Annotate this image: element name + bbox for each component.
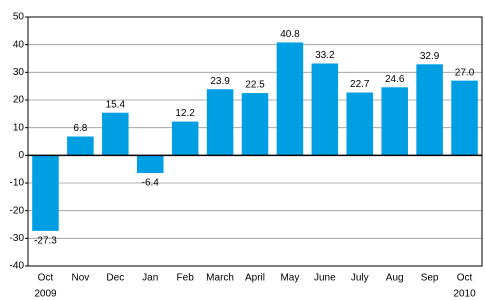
value-label: 24.6: [385, 74, 405, 85]
x-tick-label: April: [245, 273, 265, 284]
x-sublabel: 2009: [34, 289, 57, 300]
value-label: 27.0: [455, 67, 475, 78]
y-tick-label: -40: [10, 261, 25, 272]
bar: [136, 155, 164, 174]
y-tick-label: 50: [13, 12, 25, 23]
x-sublabel: 2010: [453, 289, 476, 300]
x-tick-label: July: [351, 273, 369, 284]
bar: [102, 112, 129, 156]
x-tick-label: Oct: [38, 273, 54, 284]
bar: [241, 93, 269, 156]
bar: [67, 136, 94, 156]
value-label: 23.9: [210, 76, 230, 87]
value-label: 22.7: [350, 79, 370, 90]
value-label: 6.8: [73, 123, 87, 134]
bar: [381, 87, 408, 156]
y-tick-label: 20: [13, 95, 25, 106]
value-label: 15.4: [106, 99, 126, 110]
value-label: 22.5: [245, 80, 265, 91]
bar: [171, 121, 199, 156]
bar: [276, 42, 304, 156]
y-tick-label: 40: [13, 39, 25, 50]
y-tick-label: 10: [13, 122, 25, 133]
x-tick-label: March: [206, 273, 234, 284]
x-tick-label: Dec: [106, 273, 124, 284]
y-tick-label: 30: [13, 67, 25, 78]
x-tick-label: Jan: [142, 273, 158, 284]
x-tick-label: June: [314, 273, 336, 284]
x-tick-label: May: [280, 273, 299, 284]
x-tick-label: Oct: [457, 273, 473, 284]
bar: [311, 63, 339, 156]
value-label: -6.4: [142, 178, 160, 189]
value-label: 12.2: [175, 108, 195, 119]
value-label: 40.8: [280, 29, 300, 40]
bar: [346, 92, 374, 156]
bar: [416, 64, 443, 156]
x-tick-label: Aug: [386, 273, 404, 284]
value-label: 33.2: [315, 50, 335, 61]
bar: [32, 155, 59, 231]
bar: [206, 89, 234, 156]
y-tick-label: -20: [10, 205, 25, 216]
y-tick-label: -10: [10, 178, 25, 189]
value-label: 32.9: [420, 51, 440, 62]
x-tick-label: Sep: [421, 273, 439, 284]
y-tick-label: -30: [10, 233, 25, 244]
bar: [451, 80, 478, 156]
y-tick-label: 0: [18, 150, 24, 161]
value-label: -27.3: [34, 236, 57, 247]
plot-frame: [27, 16, 483, 267]
x-tick-label: Nov: [71, 273, 89, 284]
x-tick-label: Feb: [177, 273, 195, 284]
